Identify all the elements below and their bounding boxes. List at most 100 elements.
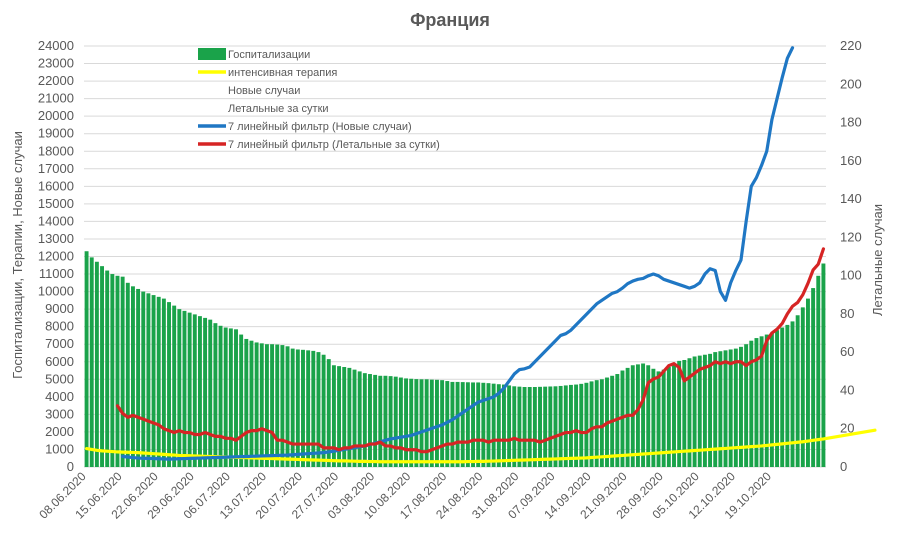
y-left-tick-label: 6000 (45, 354, 74, 369)
bar-hospitalizations (708, 353, 713, 467)
bar-hospitalizations (769, 332, 774, 467)
bar-hospitalizations (739, 346, 743, 467)
bar-hospitalizations (563, 385, 568, 467)
bar-hospitalizations (208, 319, 213, 467)
y-right-tick-label: 220 (840, 38, 862, 53)
bar-hospitalizations (723, 350, 728, 467)
bar-hospitalizations (589, 381, 594, 467)
bar-hospitalizations (641, 363, 646, 467)
y-left-tick-label: 1000 (45, 441, 74, 456)
bar-hospitalizations (234, 329, 238, 467)
bar-hospitalizations (455, 381, 460, 467)
y-left-tick-label: 12000 (38, 249, 74, 264)
bar-hospitalizations (424, 379, 429, 467)
bar-hospitalizations (625, 367, 630, 467)
y-left-tick-label: 7000 (45, 336, 74, 351)
bar-hospitalizations (270, 344, 275, 467)
bar-hospitalizations (398, 377, 403, 467)
y-right-tick-label: 60 (840, 344, 854, 359)
y-left-tick-label: 13000 (38, 231, 74, 246)
bar-hospitalizations (687, 358, 692, 467)
bar-hospitalizations (450, 381, 455, 467)
y-left-tick-label: 22000 (38, 73, 74, 88)
y-left-tick-label: 0 (67, 459, 74, 474)
bar-hospitalizations (306, 350, 311, 467)
bar-hospitalizations (553, 386, 558, 467)
bar-hospitalizations (115, 275, 120, 467)
series-lines (84, 46, 877, 464)
y-right-tick-label: 0 (840, 459, 847, 474)
chart-title: Франция (410, 10, 490, 30)
y-left-tick-label: 3000 (45, 406, 74, 421)
legend-label: Летальные за сутки (228, 103, 329, 115)
y-right-tick-label: 200 (840, 76, 862, 91)
bar-hospitalizations (538, 386, 542, 467)
bar-hospitalizations (368, 374, 372, 467)
y-axis-left-label: Госпитализации, Терапии, Новые случаи (10, 131, 25, 379)
bar-hospitalizations (465, 382, 470, 467)
y-right-tick-label: 100 (840, 268, 862, 283)
bar-hospitalizations (331, 365, 336, 467)
bar-hospitalizations (383, 375, 388, 467)
y-left-tick-label: 21000 (38, 91, 74, 106)
bar-hospitalizations (254, 342, 259, 467)
bar-hospitalizations (584, 382, 589, 467)
bar-hospitalizations (532, 387, 537, 467)
bar-hospitalizations (177, 309, 182, 467)
legend: Госпитализации интенсивная терапия Новые с… (198, 48, 440, 151)
bar-hospitalizations (733, 348, 738, 467)
y-right-tick-label: 20 (840, 421, 854, 436)
bar-hospitalizations (780, 327, 785, 467)
bar-hospitalizations (125, 282, 130, 467)
bar-hospitalizations (295, 349, 300, 467)
bar-hospitalizations (677, 360, 682, 467)
bar-hospitalizations (790, 321, 795, 467)
bar-hospitalizations (264, 344, 269, 467)
bar-hospitalizations (460, 382, 465, 467)
bar-hospitalizations (558, 385, 563, 467)
bar-hospitalizations (574, 384, 579, 467)
y-left-tick-label: 23000 (38, 56, 74, 71)
bar-hospitalizations (130, 286, 135, 467)
y-left-tick-label: 24000 (38, 38, 74, 53)
bar-hospitalizations (517, 386, 522, 467)
y-left-tick-label: 2000 (45, 424, 74, 439)
y-left-tick-label: 10000 (38, 284, 74, 299)
bar-hospitalizations (105, 270, 110, 467)
bar-hospitalizations (512, 386, 517, 467)
bar-hospitalizations (764, 334, 769, 467)
bar-hospitalizations (821, 263, 826, 467)
bar-hospitalizations (496, 384, 501, 467)
bar-hospitalizations (594, 380, 599, 467)
bar-hospitalizations (342, 367, 347, 467)
y-left-tick-label: 17000 (38, 161, 74, 176)
bar-hospitalizations (775, 330, 780, 467)
bar-hospitalizations (579, 383, 584, 467)
bar-hospitalizations (156, 296, 161, 467)
bar-hospitalizations (527, 387, 532, 467)
bar-hospitalizations (161, 298, 166, 467)
bar-hospitalizations (100, 266, 104, 467)
y-right-tick-label: 140 (840, 191, 862, 206)
bar-hospitalizations (713, 352, 718, 467)
y-right-tick-label: 180 (840, 115, 862, 130)
legend-label: 7 линейный фильтр (Летальные за сутки) (228, 139, 440, 151)
bar-hospitalizations (120, 276, 125, 467)
bar-hospitalizations (84, 251, 89, 467)
legend-label: интенсивная терапия (228, 67, 337, 79)
bar-hospitalizations (362, 373, 367, 467)
bar-hospitalizations (151, 295, 156, 467)
bar-hospitalizations (816, 275, 821, 467)
bar-hospitalizations (89, 257, 94, 467)
bar-hospitalizations (228, 328, 233, 467)
y-axis-right-ticks: 0 20 40 60 80 100 120 140 160 180 200 220 (840, 38, 862, 474)
bar-hospitalizations (393, 376, 398, 467)
legend-label: Госпитализации (228, 49, 310, 61)
bar-hospitalizations (409, 378, 414, 467)
bar-hospitalizations (167, 302, 171, 467)
bar-hospitalizations (316, 352, 321, 467)
y-right-tick-label: 160 (840, 153, 862, 168)
bar-hospitalizations (197, 316, 202, 467)
bar-hospitalizations (682, 359, 687, 467)
bar-hospitalizations (795, 315, 800, 467)
